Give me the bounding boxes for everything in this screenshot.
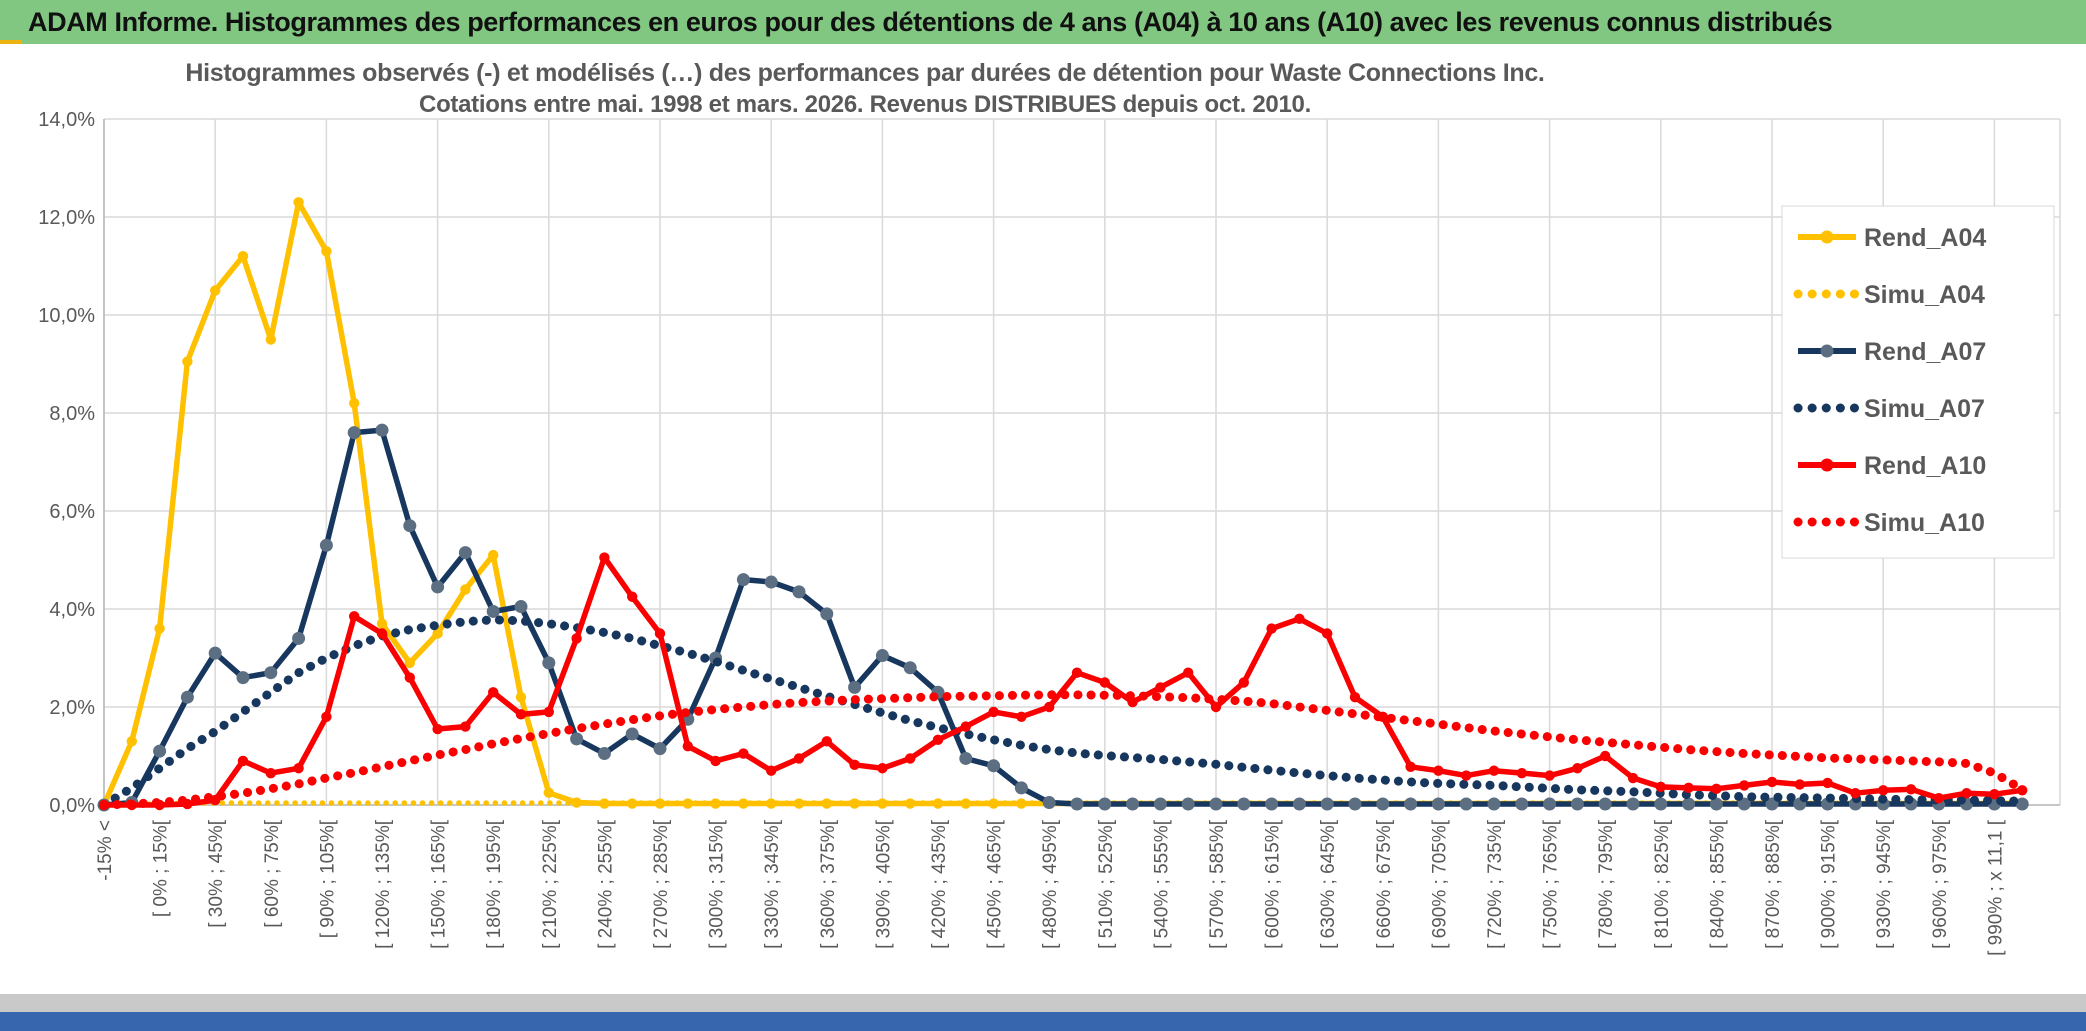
- x-tick-label: [ 180% ; 195%[: [484, 819, 505, 949]
- y-tick-label: 0,0%: [49, 795, 95, 817]
- series-Simu_A10: [99, 690, 2027, 810]
- y-tick-label: 6,0%: [49, 501, 95, 523]
- x-tick-label: [ 90% ; 105%[: [317, 819, 338, 938]
- x-tick-label: [ 690% ; 705%[: [1429, 819, 1450, 949]
- x-tick-label: [ 930% ; 945%[: [1874, 819, 1895, 949]
- series-line-Rend_A10: [104, 554, 2023, 808]
- x-tick-label: [ 240% ; 255%[: [595, 819, 616, 949]
- x-tick-label: [ 540% ; 555%[: [1151, 819, 1172, 949]
- y-tick-label: 12,0%: [38, 207, 95, 229]
- series-markers-Rend_A04: [98, 197, 2028, 811]
- x-tick-label: [ 630% ; 645%[: [1318, 819, 1339, 949]
- x-tick-label: [ 810% ; 825%[: [1652, 819, 1673, 949]
- x-tick-label: [ 510% ; 525%[: [1096, 819, 1117, 949]
- x-tick-label: [ 480% ; 495%[: [1040, 819, 1061, 949]
- x-tick-label: [ 120% ; 135%[: [373, 819, 394, 949]
- y-tick-label: 2,0%: [49, 697, 95, 719]
- series-Rend_A10: [104, 554, 2023, 808]
- x-tick-label: [ 900% ; 915%[: [1819, 819, 1840, 949]
- window-title-bar: ADAM Informe. Histogrammes des performan…: [0, 0, 2086, 44]
- y-tick-label: 10,0%: [38, 305, 95, 327]
- legend-item-Simu_A04[interactable]: Simu_A04: [1793, 281, 1985, 309]
- series-Rend_A04: [101, 199, 2023, 807]
- x-tick-label: [ 450% ; 465%[: [985, 819, 1006, 949]
- x-tick-label: [ 780% ; 795%[: [1596, 819, 1617, 949]
- y-tick-label: 4,0%: [49, 599, 95, 621]
- legend-marker-dot-icon: [1820, 230, 1834, 244]
- legend: Rend_A04 Simu_A04 Rend_A07 Simu_A07 Rend_A10…: [1781, 205, 2055, 559]
- legend-label: Rend_A07: [1864, 338, 1986, 366]
- x-tick-label: [ 60% ; 75%[: [262, 819, 283, 927]
- legend-item-Rend_A10[interactable]: Rend_A10: [1798, 452, 1986, 480]
- series-line-Simu_A07: [99, 615, 2027, 810]
- x-tick-label: [ 960% ; 975%[: [1930, 819, 1951, 949]
- x-tick-label: [ 720% ; 735%[: [1485, 819, 1506, 949]
- legend-label: Simu_A04: [1864, 281, 1985, 309]
- legend-label: Simu_A07: [1864, 395, 1985, 423]
- x-tick-label: [ 150% ; 165%[: [429, 819, 450, 949]
- x-tick-label: [ 0% ; 15%[: [151, 819, 172, 917]
- y-tick-label: 14,0%: [38, 109, 95, 131]
- x-tick-label: [ 300% ; 315%[: [707, 819, 728, 949]
- legend-item-Simu_A07[interactable]: Simu_A07: [1793, 395, 1985, 423]
- legend-item-Rend_A07[interactable]: Rend_A07: [1798, 338, 1986, 366]
- x-tick-label: [ 750% ; 765%[: [1541, 819, 1562, 949]
- series-Simu_A04: [101, 800, 2025, 808]
- chart-subtitle: Cotations entre mai. 1998 et mars. 2026.…: [419, 91, 1311, 118]
- legend-label: Rend_A10: [1864, 452, 1986, 480]
- legend-label: Rend_A04: [1864, 224, 1986, 252]
- series-Simu_A07: [99, 615, 2027, 810]
- chart-area: Histogrammes observés (-) et modélisés (…: [0, 44, 2086, 994]
- legend-marker-dot-icon: [1820, 458, 1834, 472]
- gridlines: [103, 118, 2061, 806]
- footer-grey-strip: [0, 994, 2086, 1012]
- legend-label: Simu_A10: [1864, 509, 1985, 537]
- x-tick-label: -15% <: [95, 820, 116, 881]
- legend-marker-dot-icon: [1820, 344, 1834, 358]
- window-title: ADAM Informe. Histogrammes des performan…: [28, 6, 1833, 37]
- x-tick-label: [ 870% ; 885%[: [1763, 819, 1784, 949]
- x-tick-label: [ 360% ; 375%[: [818, 819, 839, 949]
- x-tick-label: [ 330% ; 345%[: [762, 819, 783, 949]
- series-line-Rend_A07: [103, 427, 2023, 808]
- x-tick-label: [ 600% ; 615%[: [1263, 819, 1284, 949]
- x-tick-label: [ 270% ; 285%[: [651, 819, 672, 949]
- y-tick-label: 8,0%: [49, 403, 95, 425]
- chart-title: Histogrammes observés (-) et modélisés (…: [185, 59, 1545, 87]
- x-tick-label: [ 30% ; 45%[: [206, 819, 227, 927]
- series-line-Simu_A04: [101, 800, 2025, 808]
- footer-blue-bar: [0, 1012, 2086, 1031]
- legend-item-Rend_A04[interactable]: Rend_A04: [1798, 224, 1986, 252]
- x-tick-label: [ 840% ; 855%[: [1707, 819, 1728, 949]
- series-line-Simu_A10: [99, 690, 2027, 810]
- series-Rend_A07: [103, 427, 2023, 808]
- series-line-Rend_A04: [101, 199, 2023, 807]
- y-axis-tick-labels: 0,0% 2,0% 4,0% 6,0% 8,0% 10,0% 12,0% 14,0%: [38, 109, 95, 817]
- x-tick-label: [ 990% ; x 11,1 [: [1985, 819, 2006, 956]
- legend-item-Simu_A10[interactable]: Simu_A10: [1793, 509, 1985, 537]
- x-axis-tick-labels: -15% < [ 0% ; 15%[ [ 30% ; 45%[ [ 60% ; 75%…: [95, 819, 2006, 956]
- x-tick-label: [ 420% ; 435%[: [929, 819, 950, 949]
- x-tick-label: [ 210% ; 225%[: [540, 819, 561, 949]
- series-markers-Rend_A10: [98, 552, 2028, 811]
- x-tick-label: [ 570% ; 585%[: [1207, 819, 1228, 949]
- x-tick-label: [ 390% ; 405%[: [873, 819, 894, 949]
- x-tick-label: [ 660% ; 675%[: [1374, 819, 1395, 949]
